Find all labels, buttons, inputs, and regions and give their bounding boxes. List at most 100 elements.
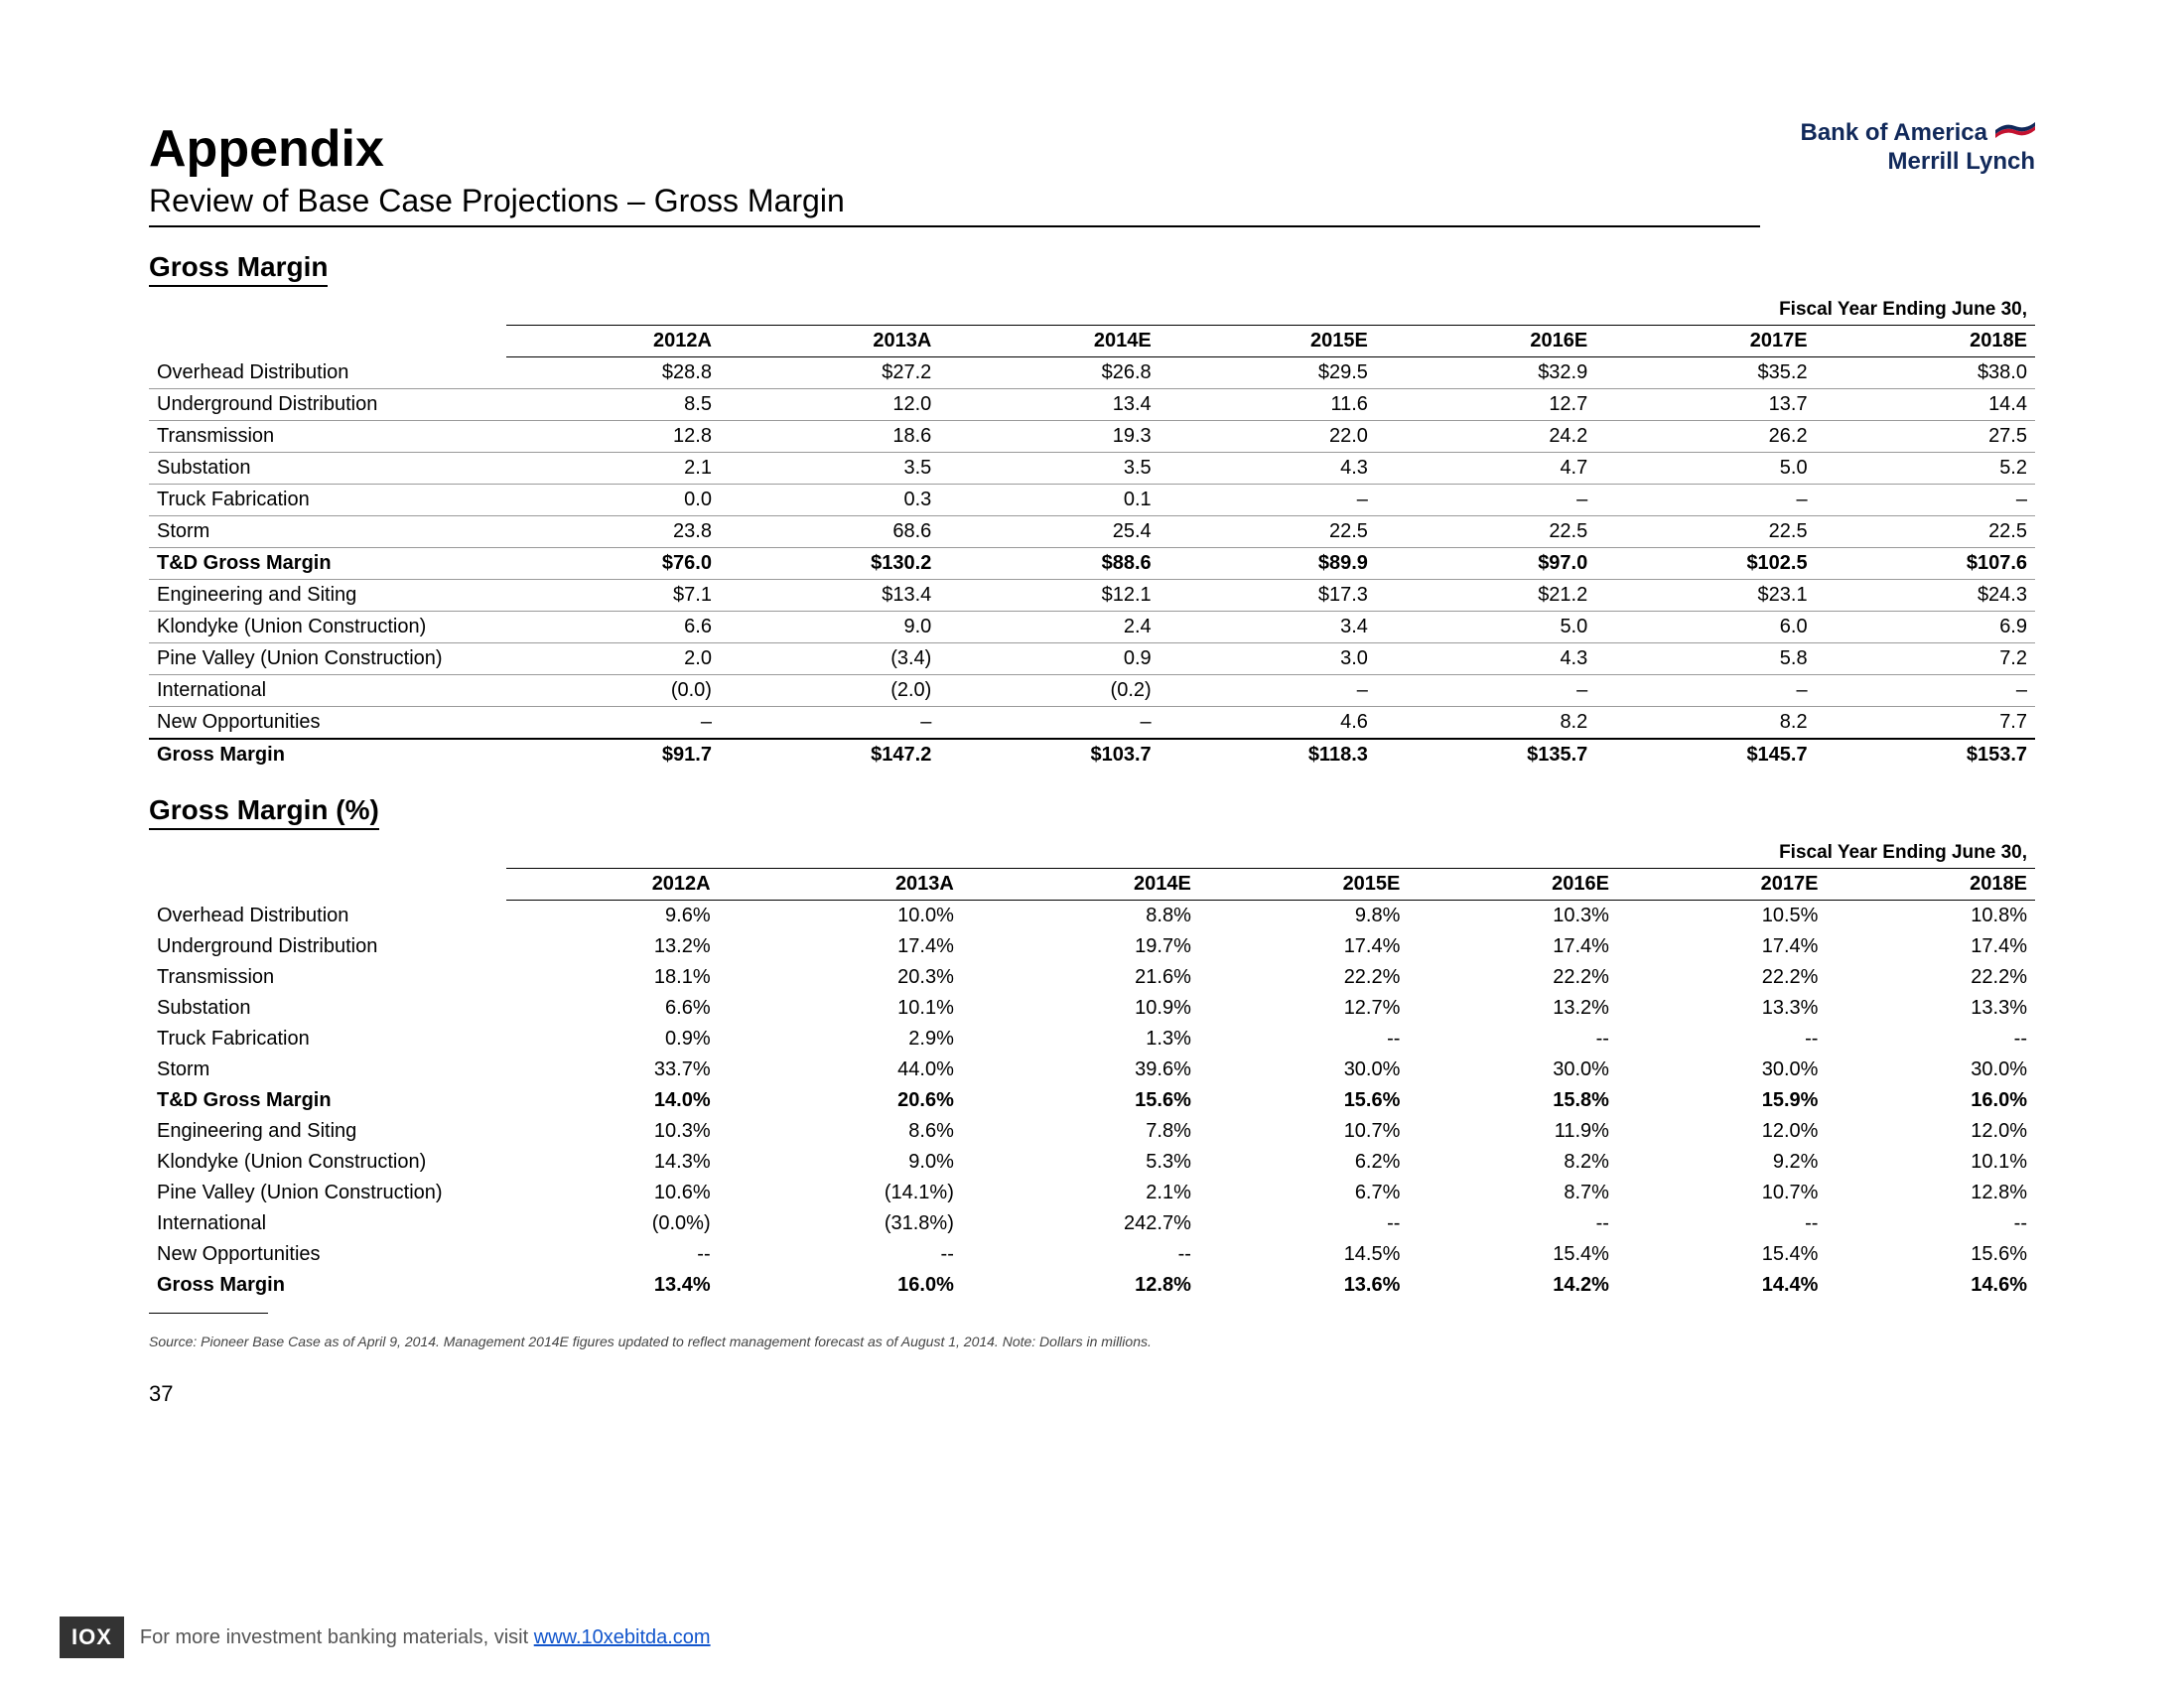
table-row: Truck Fabrication0.9%2.9%1.3%-------- xyxy=(149,1024,2035,1055)
cell-value: $103.7 xyxy=(939,739,1159,771)
cell-value: 27.5 xyxy=(1816,421,2035,453)
cell-value: 44.0% xyxy=(719,1055,962,1085)
table-row: New Opportunities------14.5%15.4%15.4%15… xyxy=(149,1239,2035,1270)
cell-value: – xyxy=(1376,675,1595,707)
cell-value: 12.8% xyxy=(962,1270,1199,1301)
cell-value: 22.5 xyxy=(1376,516,1595,548)
table-row: T&D Gross Margin14.0%20.6%15.6%15.6%15.8… xyxy=(149,1085,2035,1116)
gross-margin-table: Fiscal Year Ending June 30,2012A2013A201… xyxy=(149,295,2035,771)
cell-value: 15.6% xyxy=(1199,1085,1409,1116)
cell-value: -- xyxy=(962,1239,1199,1270)
cell-value: 10.3% xyxy=(1408,901,1617,932)
cell-value: – xyxy=(720,707,939,740)
table-row: Transmission12.818.619.322.024.226.227.5 xyxy=(149,421,2035,453)
row-label: Gross Margin xyxy=(149,739,506,771)
page-number: 37 xyxy=(149,1381,2035,1407)
cell-value: 0.1 xyxy=(939,485,1159,516)
cell-value: – xyxy=(1595,485,1815,516)
cell-value: 5.3% xyxy=(962,1147,1199,1178)
cell-value: 4.3 xyxy=(1160,453,1376,485)
row-label: Klondyke (Union Construction) xyxy=(149,1147,506,1178)
cell-value: 4.3 xyxy=(1376,643,1595,675)
cell-value: 25.4 xyxy=(939,516,1159,548)
cell-value: 14.3% xyxy=(506,1147,719,1178)
row-label: Transmission xyxy=(149,962,506,993)
footer-link[interactable]: www.10xebitda.com xyxy=(534,1626,711,1648)
cell-value: 8.7% xyxy=(1408,1178,1617,1208)
cell-value: 18.1% xyxy=(506,962,719,993)
cell-value: 17.4% xyxy=(1408,931,1617,962)
cell-value: $97.0 xyxy=(1376,548,1595,580)
cell-value: 9.6% xyxy=(506,901,719,932)
cell-value: $12.1 xyxy=(939,580,1159,612)
cell-value: $7.1 xyxy=(506,580,720,612)
cell-value: 3.5 xyxy=(720,453,939,485)
cell-value: 8.2 xyxy=(1595,707,1815,740)
cell-value: 10.0% xyxy=(719,901,962,932)
cell-value: 15.9% xyxy=(1617,1085,1827,1116)
cell-value: 30.0% xyxy=(1199,1055,1409,1085)
cell-value: 9.0 xyxy=(720,612,939,643)
cell-value: (0.2) xyxy=(939,675,1159,707)
table-row: Underground Distribution8.512.013.411.61… xyxy=(149,389,2035,421)
section-title-1: Gross Margin xyxy=(149,251,328,287)
cell-value: 39.6% xyxy=(962,1055,1199,1085)
cell-value: 13.4 xyxy=(939,389,1159,421)
cell-value: 15.8% xyxy=(1408,1085,1617,1116)
cell-value: $13.4 xyxy=(720,580,939,612)
cell-value: – xyxy=(939,707,1159,740)
column-header: 2015E xyxy=(1160,326,1376,357)
cell-value: 7.2 xyxy=(1816,643,2035,675)
column-header: 2016E xyxy=(1376,326,1595,357)
cell-value: 19.3 xyxy=(939,421,1159,453)
table-row: Storm33.7%44.0%39.6%30.0%30.0%30.0%30.0% xyxy=(149,1055,2035,1085)
cell-value: 13.2% xyxy=(506,931,719,962)
cell-value: 22.5 xyxy=(1160,516,1376,548)
cell-value: 3.0 xyxy=(1160,643,1376,675)
cell-value: – xyxy=(1160,485,1376,516)
table-row: Engineering and Siting$7.1$13.4$12.1$17.… xyxy=(149,580,2035,612)
row-label: Overhead Distribution xyxy=(149,357,506,389)
column-header: 2014E xyxy=(962,869,1199,901)
row-label: Storm xyxy=(149,516,506,548)
cell-value: – xyxy=(1376,485,1595,516)
cell-value: 15.4% xyxy=(1408,1239,1617,1270)
cell-value: $76.0 xyxy=(506,548,720,580)
table-row: Substation2.13.53.54.34.75.05.2 xyxy=(149,453,2035,485)
row-label: Storm xyxy=(149,1055,506,1085)
row-label: International xyxy=(149,675,506,707)
cell-value: 6.6% xyxy=(506,993,719,1024)
cell-value: – xyxy=(1816,485,2035,516)
cell-value: 2.1 xyxy=(506,453,720,485)
cell-value: 22.2% xyxy=(1826,962,2035,993)
cell-value: 4.6 xyxy=(1160,707,1376,740)
column-header: 2018E xyxy=(1816,326,2035,357)
gross-margin-pct-table: Fiscal Year Ending June 30,2012A2013A201… xyxy=(149,838,2035,1301)
cell-value: 12.8% xyxy=(1826,1178,2035,1208)
cell-value: 10.7% xyxy=(1199,1116,1409,1147)
column-header: 2012A xyxy=(506,326,720,357)
cell-value: 14.6% xyxy=(1826,1270,2035,1301)
row-label: Gross Margin xyxy=(149,1270,506,1301)
cell-value: 6.9 xyxy=(1816,612,2035,643)
cell-value: (31.8%) xyxy=(719,1208,962,1239)
source-note: Source: Pioneer Base Case as of April 9,… xyxy=(149,1332,1152,1349)
cell-value: 10.5% xyxy=(1617,901,1827,932)
cell-value: $107.6 xyxy=(1816,548,2035,580)
cell-value: $91.7 xyxy=(506,739,720,771)
cell-value: $88.6 xyxy=(939,548,1159,580)
row-label: Transmission xyxy=(149,421,506,453)
table-row: Transmission18.1%20.3%21.6%22.2%22.2%22.… xyxy=(149,962,2035,993)
column-header: 2015E xyxy=(1199,869,1409,901)
cell-value: $145.7 xyxy=(1595,739,1815,771)
cell-value: (0.0) xyxy=(506,675,720,707)
cell-value: 8.6% xyxy=(719,1116,962,1147)
cell-value: 13.3% xyxy=(1617,993,1827,1024)
table-row: International(0.0)(2.0)(0.2)–––– xyxy=(149,675,2035,707)
column-header: 2018E xyxy=(1826,869,2035,901)
row-label: T&D Gross Margin xyxy=(149,548,506,580)
table-row: Overhead Distribution9.6%10.0%8.8%9.8%10… xyxy=(149,901,2035,932)
table-row: Truck Fabrication0.00.30.1–––– xyxy=(149,485,2035,516)
cell-value: $89.9 xyxy=(1160,548,1376,580)
row-label: Substation xyxy=(149,993,506,1024)
